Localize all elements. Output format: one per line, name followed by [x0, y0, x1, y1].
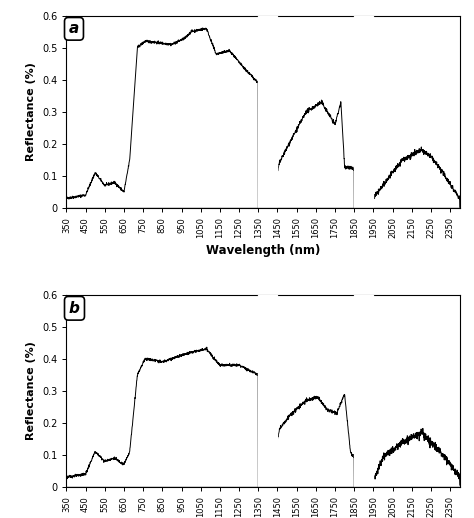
Text: $\bfit{b}$: $\bfit{b}$ — [68, 300, 81, 316]
Bar — [66, 208, 460, 224]
X-axis label: Wavelength (nm): Wavelength (nm) — [206, 243, 320, 256]
Bar — [354, 16, 374, 208]
Y-axis label: Reflectance (%): Reflectance (%) — [27, 62, 36, 161]
Text: $\bfit{a}$: $\bfit{a}$ — [68, 21, 80, 36]
Y-axis label: Reflectance (%): Reflectance (%) — [27, 341, 36, 440]
Bar — [66, 487, 460, 503]
Bar — [354, 295, 374, 487]
Bar — [258, 295, 277, 487]
Bar — [258, 16, 277, 208]
